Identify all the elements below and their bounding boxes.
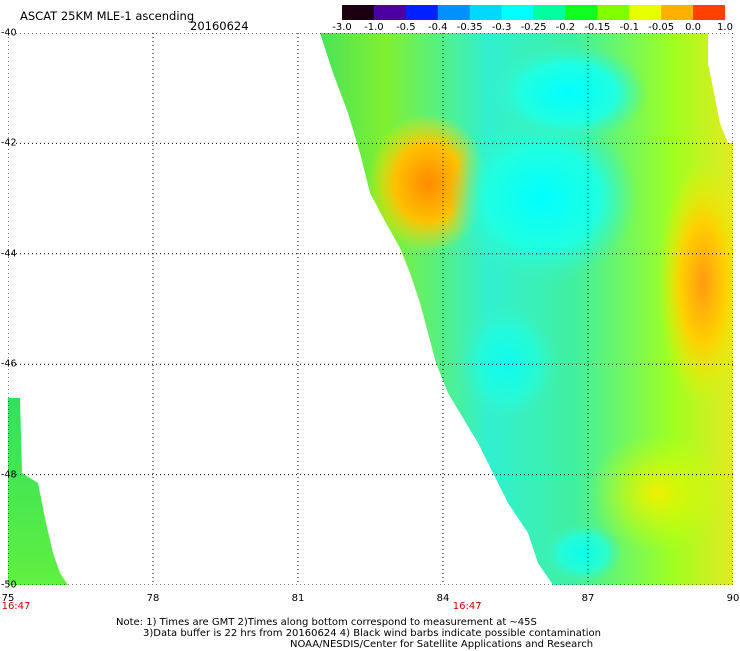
longitude-label: 75 [1,593,15,604]
map-title: ASCAT 25KM MLE-1 ascending [20,9,195,23]
longitude-label: 78 [146,593,160,604]
colorbar-tick-label: -0.1 [619,22,640,33]
swath-main [320,33,733,585]
swath-map [8,33,733,585]
time-label: 16:47 [1,601,31,612]
colorbar-tick-label: -0.15 [584,22,611,33]
colorbar-labels: -3.0 -1.0 -0.5 -0.4 -0.35 -0.3 -0.25 -0.2 -0.15-… [330,22,740,36]
colorbar-segment [661,5,694,20]
longitude-label: 84 [436,593,450,604]
colorbar-segment [629,5,662,20]
colorbar-tick-label: -0.35 [456,22,483,33]
colorbar-tick-label: -0.2 [555,22,576,33]
colorbar-tick-label: -0.5 [396,22,416,33]
colorbar [342,5,725,20]
colorbar-segment [373,5,407,20]
latitude-label: -44 [1,248,17,260]
colorbar-segment [565,5,598,20]
colorbar-tick-label: 0.0 [685,22,702,33]
longitude-label: 87 [581,593,595,604]
colorbar-segment [533,5,566,20]
latitude-label: -50 [1,579,17,591]
colorbar-segment [437,5,471,20]
colorbar-tick-label: -3.0 [332,22,352,33]
colorbar-segment [405,5,439,20]
latitude-label: -46 [1,358,17,370]
colorbar-segment [501,5,534,20]
longitude-label: 90 [726,593,740,604]
colorbar-segment [693,5,725,20]
footer-credit: NOAA/NESDIS/Center for Satellite Applica… [290,639,594,650]
colorbar-tick-label: -0.3 [491,22,512,33]
latitude-label: -40 [1,27,17,39]
colorbar-tick-label: -0.05 [648,22,675,33]
colorbar-tick-label: -1.0 [364,22,384,33]
time-label: 16:47 [452,601,482,612]
colorbar-tick-label: -0.25 [520,22,547,33]
longitude-label: 81 [291,593,305,604]
footer-note-1: Note: 1) Times are GMT 2)Times along bot… [116,617,537,628]
latitude-label: -42 [1,137,17,149]
latitude-label: -48 [1,469,17,481]
graticule [8,33,733,585]
colorbar-segment [597,5,630,20]
colorbar-tick-label: 1.0 [717,22,733,33]
footer-note-2: 3)Data buffer is 22 hrs from 20160624 4)… [143,628,601,639]
map-date: 20160624 [190,19,249,33]
swath-left [8,398,68,585]
colorbar-segment [342,5,375,20]
colorbar-tick-label: -0.4 [427,22,448,33]
colorbar-segment [469,5,503,20]
